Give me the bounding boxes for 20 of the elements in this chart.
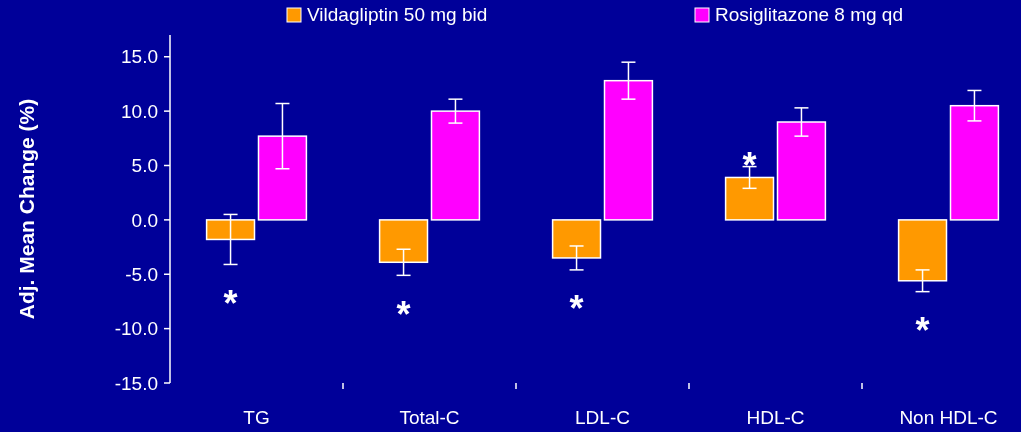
annotation: * [915, 309, 930, 351]
annotation: * [569, 288, 584, 330]
legend-label: Vildagliptin 50 mg bid [307, 4, 488, 25]
x-tick-label: TG [243, 407, 270, 428]
y-tick-label: -15.0 [114, 372, 158, 394]
annotation: * [223, 282, 238, 324]
legend-label: Rosiglitazone 8 mg qd [715, 4, 903, 25]
annotation: * [742, 144, 757, 186]
y-tick-label: 10.0 [121, 100, 158, 122]
x-tick-label: Total-C [399, 407, 460, 428]
y-tick-label: -10.0 [114, 318, 158, 340]
y-tick-label: 15.0 [121, 46, 158, 68]
annotation: * [396, 293, 411, 335]
y-axis-title: Adj. Mean Change (%) [15, 98, 38, 320]
x-tick-label: LDL-C [575, 407, 630, 428]
x-tick-label: HDL-C [746, 407, 805, 428]
x-tick-label: Non HDL-C [899, 407, 998, 428]
y-tick-label: 0.0 [131, 209, 158, 231]
y-tick-label: -5.0 [125, 263, 158, 285]
y-tick-label: 5.0 [131, 155, 158, 177]
